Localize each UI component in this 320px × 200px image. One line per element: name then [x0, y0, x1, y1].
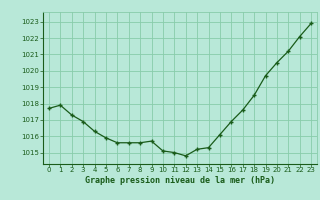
X-axis label: Graphe pression niveau de la mer (hPa): Graphe pression niveau de la mer (hPa): [85, 176, 275, 185]
